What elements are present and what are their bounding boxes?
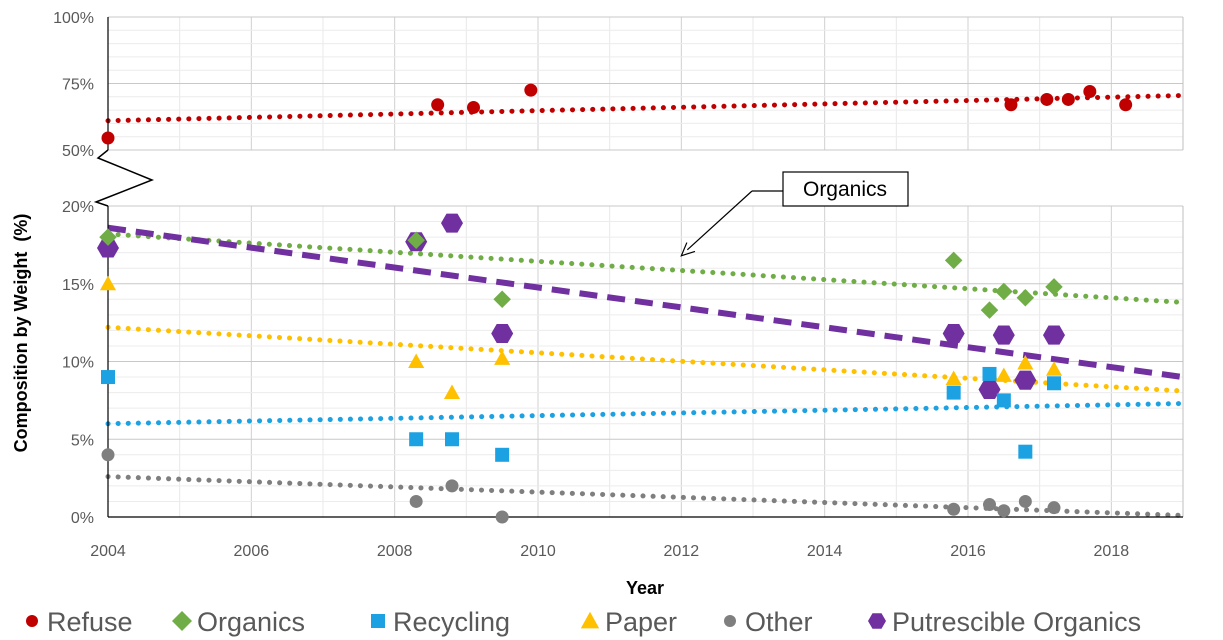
point-recycling [946, 385, 961, 400]
organics-callout: Organics [680, 171, 909, 257]
y-tick-label: 75% [62, 77, 94, 94]
point-putrescible-organics [491, 324, 514, 343]
legend-marker-refuse [26, 615, 38, 627]
point-refuse [1061, 92, 1075, 106]
point-other [983, 498, 996, 512]
legend-marker-putrescible-organics [868, 613, 886, 629]
y-tick-label: 5% [71, 432, 94, 449]
x-axis-title: Year [626, 578, 664, 598]
point-recycling [1018, 444, 1033, 459]
point-organics [944, 251, 963, 270]
point-refuse [431, 98, 445, 112]
legend: Refuse Organics Recycling Paper Other Putresc… [26, 607, 1141, 637]
point-recycling [996, 393, 1011, 408]
legend-label-refuse: Refuse [47, 607, 133, 637]
legend-label-other: Other [745, 607, 813, 637]
point-recycling [495, 447, 510, 462]
point-paper [1045, 361, 1063, 376]
point-recycling [409, 432, 424, 447]
x-tick-label: 2004 [90, 543, 126, 560]
legend-marker-other [724, 615, 736, 627]
y-tick-label: 100% [53, 10, 94, 27]
trendline-refuse [105, 92, 1186, 124]
x-tick-label: 2010 [520, 543, 556, 560]
point-organics [407, 231, 425, 249]
point-putrescible-organics [992, 325, 1015, 345]
point-putrescible-organics [441, 213, 463, 233]
point-putrescible-organics [1043, 325, 1065, 345]
point-organics [995, 282, 1013, 301]
trendline-putrescible-organics [107, 224, 1184, 381]
point-paper [443, 384, 461, 400]
point-organics [1016, 288, 1035, 307]
point-putrescible-organics [97, 238, 119, 258]
y-axis-title: Composition by Weight (%) [11, 214, 31, 453]
point-paper [99, 275, 117, 291]
point-other [101, 448, 115, 462]
y-tick-label: 10% [62, 355, 94, 372]
x-tick-label: 2016 [950, 543, 986, 560]
point-paper [1017, 355, 1034, 370]
y-tick-label: 15% [62, 277, 94, 294]
point-other [495, 510, 509, 524]
legend-label-organics: Organics [197, 607, 305, 637]
x-tick-label: 2018 [1094, 543, 1130, 560]
point-refuse [101, 131, 115, 145]
axes: 50% 75% 100% 0% 5% 10% 15% 20% 2004 2006 2008 2010 2… [11, 10, 1184, 598]
point-putrescible-organics [942, 324, 965, 343]
callout-arrowhead [680, 242, 696, 257]
point-paper [494, 350, 511, 365]
point-refuse [467, 100, 480, 114]
trendline-other [105, 474, 1186, 518]
x-tick-label: 2008 [377, 543, 413, 560]
legend-label-putrescible-organics: Putrescible Organics [892, 607, 1141, 637]
point-recycling [101, 370, 115, 385]
point-organics [493, 290, 511, 309]
point-recycling [1047, 376, 1061, 391]
trendline-recycling [105, 400, 1186, 427]
point-other [947, 502, 961, 516]
x-tick-label: 2014 [807, 543, 843, 560]
gridlines [108, 16, 1184, 518]
point-other [1047, 501, 1061, 515]
legend-marker-organics [172, 611, 192, 631]
axis-break-mark [93, 149, 155, 207]
y-tick-label: 20% [62, 199, 94, 216]
point-recycling [445, 432, 459, 447]
legend-label-paper: Paper [605, 607, 677, 637]
callout-label: Organics [803, 178, 887, 201]
point-refuse [1119, 98, 1133, 112]
point-paper [408, 353, 425, 368]
y-tick-label: 0% [71, 510, 94, 527]
point-other [409, 494, 423, 508]
point-organics [99, 228, 117, 246]
point-organics [980, 301, 999, 319]
point-other [445, 479, 459, 493]
x-tick-label: 2006 [234, 543, 270, 560]
point-refuse [1040, 92, 1054, 106]
x-tick-label: 2012 [664, 543, 700, 560]
point-paper [995, 367, 1012, 382]
point-other [1018, 494, 1032, 508]
point-refuse [524, 83, 538, 97]
point-putrescible-organics [978, 380, 1001, 399]
point-organics [1045, 278, 1063, 296]
legend-label-recycling: Recycling [393, 607, 510, 637]
point-refuse [1004, 98, 1018, 112]
point-paper [945, 370, 962, 386]
point-putrescible-organics [1014, 370, 1037, 390]
callout-arrow-line [686, 190, 753, 251]
point-recycling [982, 366, 997, 381]
legend-marker-paper [580, 611, 600, 629]
point-other [997, 504, 1011, 518]
legend-marker-recycling [371, 614, 385, 628]
point-refuse [1083, 84, 1097, 98]
callout-box [782, 171, 909, 207]
y-tick-label: 50% [62, 143, 94, 160]
data-points [97, 83, 1133, 524]
